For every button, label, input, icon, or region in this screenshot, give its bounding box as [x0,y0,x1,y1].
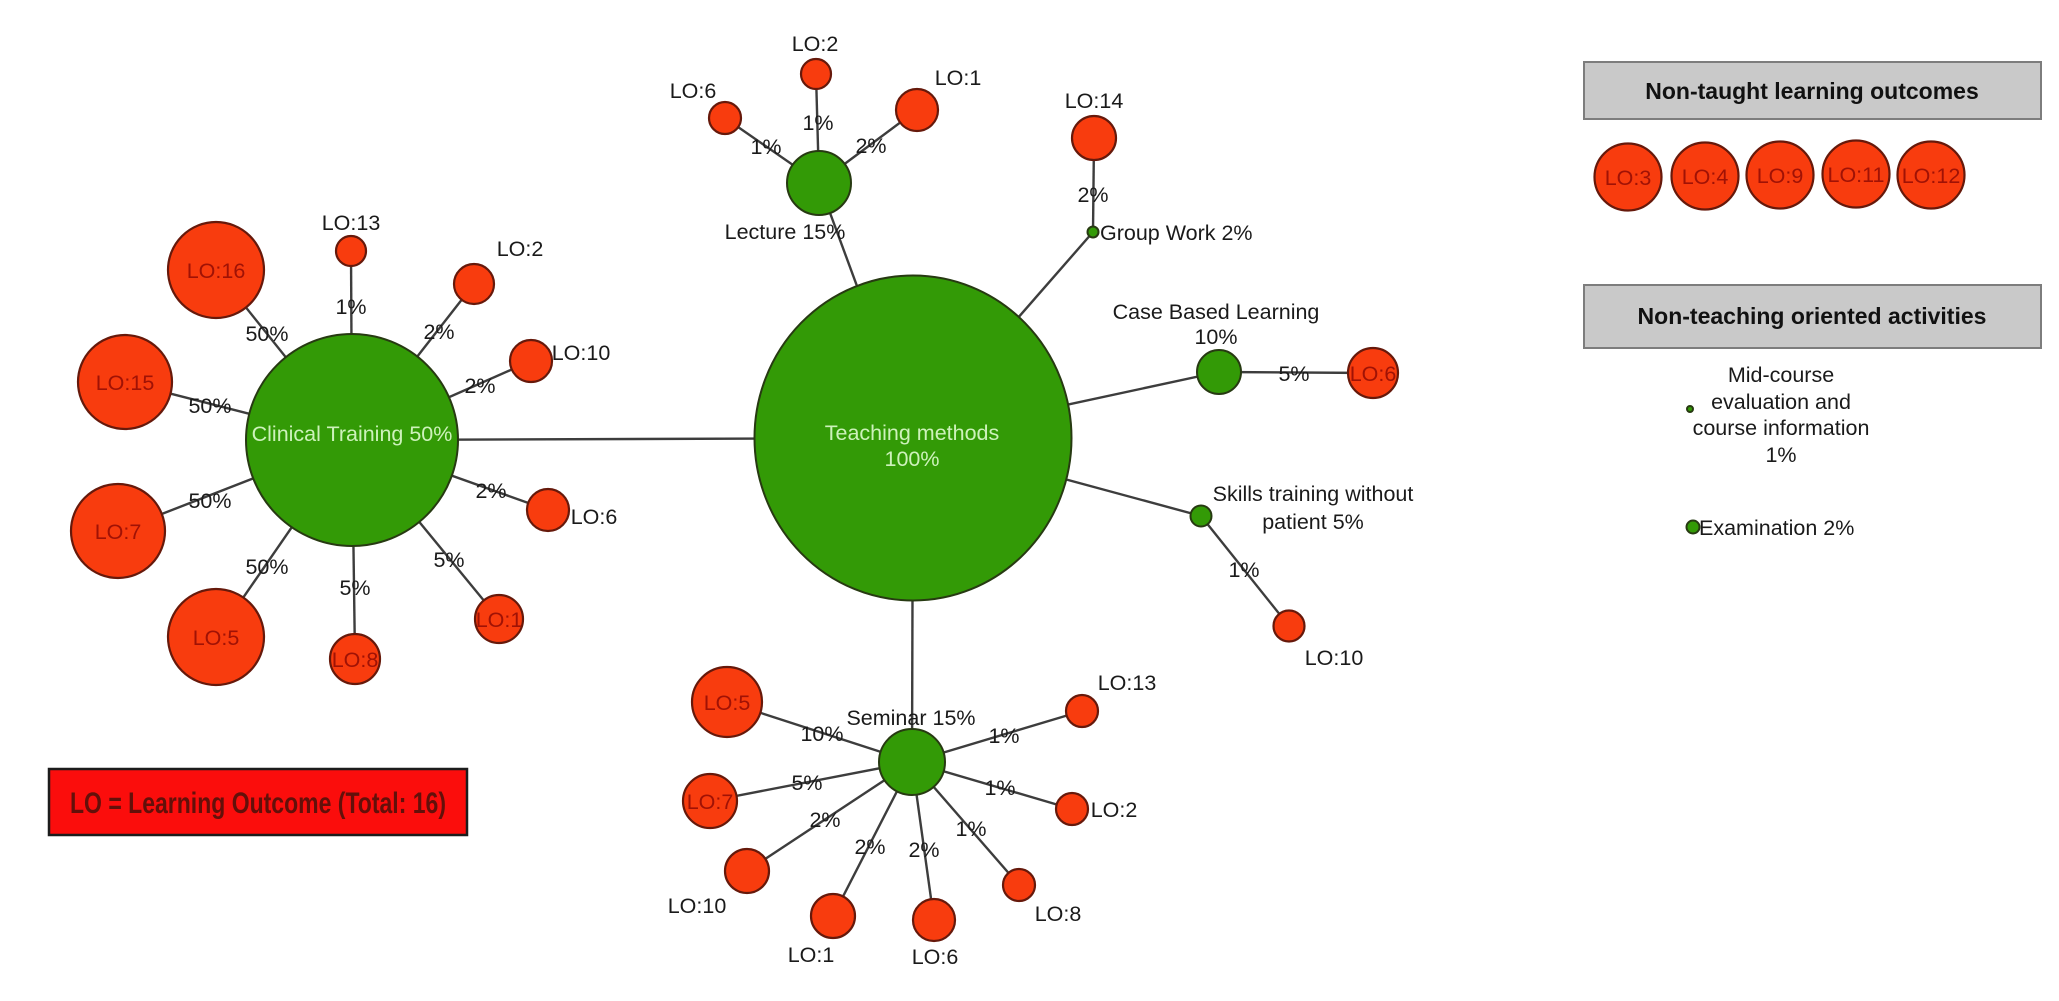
svg-text:1%: 1% [988,724,1019,748]
svg-text:Lecture 15%: Lecture 15% [725,220,846,244]
svg-text:LO:8: LO:8 [332,648,379,672]
svg-text:LO:8: LO:8 [1035,902,1082,926]
svg-text:10%: 10% [800,722,843,746]
svg-text:50%: 50% [245,555,288,579]
svg-text:100%: 100% [885,447,940,471]
svg-text:1%: 1% [955,817,986,841]
svg-text:5%: 5% [339,576,370,600]
svg-text:1%: 1% [1228,558,1259,582]
svg-text:LO:3: LO:3 [1605,166,1652,190]
svg-text:LO:2: LO:2 [792,32,839,56]
svg-text:50%: 50% [188,489,231,513]
svg-text:5%: 5% [1278,362,1309,386]
svg-text:evaluation and: evaluation and [1711,390,1851,414]
svg-text:LO:16: LO:16 [187,259,246,283]
svg-text:Teaching methods: Teaching methods [825,421,1000,445]
svg-text:LO:1: LO:1 [476,608,523,632]
svg-text:2%: 2% [855,134,886,158]
svg-text:1%: 1% [335,295,366,319]
svg-text:LO:10: LO:10 [552,341,611,365]
svg-text:patient 5%: patient 5% [1262,510,1364,534]
svg-text:2%: 2% [908,838,939,862]
svg-text:Non-teaching oriented activiti: Non-teaching oriented activities [1638,303,1987,329]
svg-text:LO:6: LO:6 [1350,362,1397,386]
svg-text:LO:6: LO:6 [571,505,618,529]
svg-text:10%: 10% [1194,325,1237,349]
svg-text:LO:2: LO:2 [497,237,544,261]
svg-text:LO:1: LO:1 [935,66,982,90]
svg-text:LO:11: LO:11 [1828,163,1885,187]
svg-text:LO:4: LO:4 [1682,165,1729,189]
svg-text:Mid-course: Mid-course [1728,363,1834,387]
svg-text:LO:7: LO:7 [687,790,734,814]
svg-text:Skills training without: Skills training without [1213,482,1414,506]
svg-text:LO:12: LO:12 [1902,164,1961,188]
svg-text:LO:13: LO:13 [322,211,381,235]
svg-text:LO:15: LO:15 [96,371,155,395]
svg-text:Case Based Learning: Case Based Learning [1113,300,1320,324]
svg-text:1%: 1% [984,776,1015,800]
svg-text:1%: 1% [802,111,833,135]
svg-text:2%: 2% [475,479,506,503]
svg-text:LO:5: LO:5 [193,626,240,650]
svg-text:1%: 1% [1765,443,1796,467]
svg-text:2%: 2% [464,374,495,398]
svg-text:LO:10: LO:10 [668,894,727,918]
svg-text:LO:5: LO:5 [704,691,751,715]
svg-text:50%: 50% [245,322,288,346]
svg-text:2%: 2% [1077,183,1108,207]
svg-text:Seminar 15%: Seminar 15% [846,706,975,730]
svg-text:2%: 2% [809,808,840,832]
svg-text:LO:10: LO:10 [1305,646,1364,670]
svg-text:50%: 50% [188,394,231,418]
svg-text:5%: 5% [791,771,822,795]
svg-text:LO = Learning Outcome (Total:: LO = Learning Outcome (Total: 16) [70,787,446,820]
svg-text:Clinical Training 50%: Clinical Training 50% [252,422,453,446]
svg-text:Group Work 2%: Group Work 2% [1100,221,1253,245]
svg-text:1%: 1% [750,135,781,159]
svg-text:2%: 2% [423,320,454,344]
svg-text:course information: course information [1693,416,1870,440]
svg-text:LO:14: LO:14 [1065,89,1124,113]
svg-text:LO:1: LO:1 [788,943,835,967]
svg-text:Examination 2%: Examination 2% [1699,516,1854,540]
svg-text:Non-taught learning outcomes: Non-taught learning outcomes [1645,78,1979,104]
svg-text:LO:6: LO:6 [912,945,959,969]
svg-text:LO:13: LO:13 [1098,671,1157,695]
svg-text:LO:6: LO:6 [670,79,717,103]
svg-text:LO:7: LO:7 [95,520,142,544]
svg-text:5%: 5% [433,548,464,572]
svg-text:LO:9: LO:9 [1757,164,1804,188]
svg-text:2%: 2% [854,835,885,859]
svg-text:LO:2: LO:2 [1091,798,1138,822]
